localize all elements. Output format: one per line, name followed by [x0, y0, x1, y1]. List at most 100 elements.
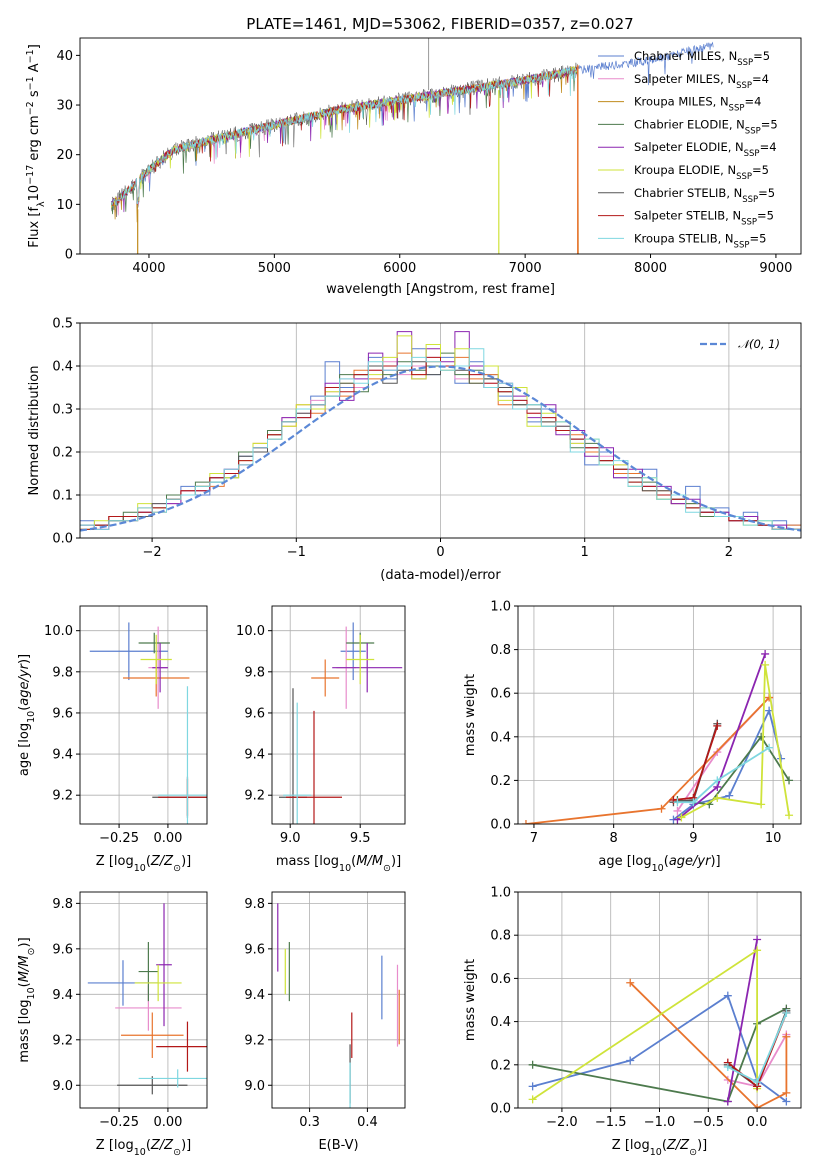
label-part: )] [17, 937, 32, 947]
label-part: Z [log [96, 1138, 134, 1153]
x-axis-label: Z [log10(Z/Z⊙)] [96, 854, 191, 874]
weight-marker [528, 1060, 537, 1069]
weight-marker [753, 1078, 762, 1087]
x-tick-label: −2.0 [546, 1115, 578, 1130]
y-tick-label: 9.6 [52, 706, 73, 721]
label-part: ] [27, 44, 42, 49]
legend-label: Chabrier STELIB, NSSP=5 [634, 186, 775, 205]
weight-marker [689, 798, 698, 807]
weight-marker [765, 743, 774, 752]
label-part: ⊙ [689, 1147, 697, 1158]
x-tick-label: 10 [765, 831, 782, 846]
weight-line [525, 696, 770, 824]
legend-label: Salpeter ELODIE, NSSP=4 [634, 140, 777, 159]
legend-text: =5 [757, 209, 774, 223]
legend-text: SSP [736, 81, 752, 91]
legend-text: Salpeter ELODIE, N [634, 140, 744, 154]
weight-marker [713, 721, 722, 730]
x-tick-label: 7000 [509, 261, 542, 276]
legend-label: Salpeter STELIB, NSSP=5 [634, 209, 774, 228]
x-tick-label: 0 [436, 545, 444, 560]
x-tick-label: 0.3 [299, 1115, 320, 1130]
y-tick-label: 0.8 [490, 929, 511, 944]
legend-text: Chabrier ELODIE, N [634, 117, 745, 131]
y-tick-label: 0.4 [490, 1015, 511, 1030]
plot-area [279, 622, 403, 824]
y-tick-label: 9.8 [244, 665, 265, 680]
weight-marker [725, 791, 734, 800]
legend-text: SSP [742, 195, 758, 205]
x-tick-label: 8000 [634, 261, 667, 276]
weight-marker [673, 806, 682, 815]
legend-text: Kroupa STELIB, N [634, 231, 734, 245]
legend-text: Chabrier MILES, N [634, 49, 737, 63]
x-axis-label: age [log10(age/yr)] [598, 854, 720, 874]
y-tick-label: 0.4 [52, 360, 73, 375]
legend-text: Kroupa ELODIE, N [634, 163, 736, 177]
legend-text: =5 [753, 49, 770, 63]
figure-title: PLATE=1461, MJD=53062, FIBERID=0357, z=0… [246, 15, 633, 33]
weight-marker [761, 649, 770, 658]
y-tick-label: 0.6 [490, 972, 511, 987]
x-tick-label: 9.0 [280, 831, 301, 846]
axes-frame [271, 891, 406, 1109]
legend-text: =5 [749, 231, 766, 245]
y-tick-label: 9.2 [52, 789, 73, 804]
label-part: )] [181, 854, 191, 869]
weight-marker [673, 798, 682, 807]
weight-marker [782, 1008, 791, 1017]
label-part: 10 [26, 987, 37, 999]
spectrum-line [110, 67, 579, 206]
x-tick-label: −0.25 [99, 1115, 139, 1130]
legend-label: Kroupa STELIB, NSSP=5 [634, 231, 766, 250]
x-tick-label: 1 [581, 545, 589, 560]
panel-spectrum: 4000 5000 6000 7000 8000 9000 0 10 20 30 40 Chabrie… [25, 37, 802, 297]
y-tick-label: 9.6 [52, 942, 73, 957]
weight-line [677, 746, 770, 804]
weight-marker [626, 978, 635, 987]
label-part: Z [log [96, 854, 134, 869]
legend-text: =4 [760, 140, 777, 154]
x-axis-label: (data-model)/error [380, 568, 501, 583]
label-part: −17 [25, 165, 36, 185]
weight-line [532, 948, 758, 1101]
y-tick-label: 9.2 [52, 1033, 73, 1048]
legend-label: 𝒩(0, 1) [738, 337, 780, 351]
x-tick-label: −0.25 [99, 831, 139, 846]
weight-marker [761, 660, 770, 669]
label-part: ( [664, 854, 669, 869]
legend-label: Chabrier ELODIE, NSSP=5 [634, 117, 778, 136]
x-axis-label: E(B-V) [318, 1138, 358, 1153]
label-part: 10 [339, 863, 351, 874]
label-part: 10 [27, 185, 42, 202]
label-part: ⊙ [173, 1147, 181, 1158]
legend-label: Kroupa ELODIE, NSSP=5 [634, 163, 769, 182]
label-part: 10 [134, 863, 146, 874]
axes-frame [517, 605, 802, 825]
label-part: 10 [652, 863, 664, 874]
legend-text: =5 [761, 117, 778, 131]
y-tick-label: 9.8 [52, 665, 73, 680]
spectrum-line [110, 67, 579, 207]
panel-age_vs_mass: 9.0 9.5 9.2 9.4 9.6 9.8 10.0 mass [log10(M/M⊙)] [236, 605, 406, 874]
legend-text: =4 [744, 95, 761, 109]
label-part: λ [36, 201, 47, 207]
label-part: age [log [17, 723, 32, 776]
y-tick-label: 9.8 [244, 897, 265, 912]
weight-marker [723, 1097, 732, 1106]
y-axis-label: age [log10(age/yr)] [17, 654, 37, 776]
plot-area [80, 331, 801, 538]
label-part: 10 [650, 1147, 662, 1158]
panel-mass_vs_ebv: 0.3 0.4 9.0 9.2 9.4 9.6 9.8 [244, 891, 406, 1130]
spectrum-line [110, 41, 714, 208]
label-part: mass [log [276, 854, 339, 869]
y-tick-label: 1.0 [490, 600, 511, 615]
label-part: ⊙ [26, 948, 37, 956]
weight-marker [521, 820, 530, 824]
label-part: ( [17, 982, 32, 987]
x-tick-label: −1.5 [595, 1115, 627, 1130]
x-axis-label: mass [log10(M/M⊙)] [276, 854, 401, 874]
